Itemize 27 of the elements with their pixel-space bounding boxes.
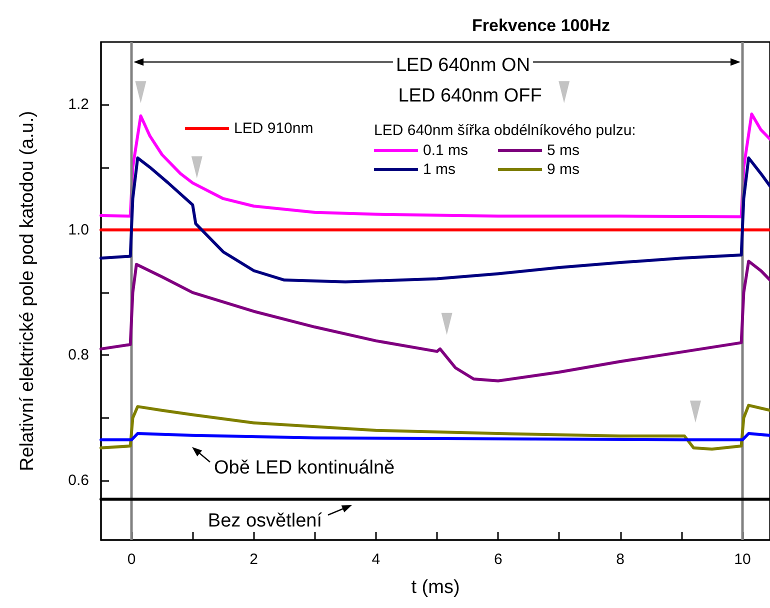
line-series xyxy=(100,404,770,451)
annotation: Bez osvětlení xyxy=(208,510,323,532)
legend-label: 9 ms xyxy=(547,161,580,178)
legend-label: 0.1 ms xyxy=(423,142,468,159)
x-tick-label: 8 xyxy=(616,551,624,568)
x-tick-label: 6 xyxy=(494,551,502,568)
y-tick-label: 0.8 xyxy=(68,346,89,364)
annotation: LED 640nm ON xyxy=(396,55,530,76)
x-tick-label: 10 xyxy=(734,551,751,568)
y-tick-label: 1.0 xyxy=(68,221,89,238)
y-axis-title: Relativní elektrické pole pod katodou (a.u.) xyxy=(17,110,38,472)
annotation: LED 640nm OFF xyxy=(398,86,542,106)
legend-title: LED 640nm šířka obdélníkového pulzu: xyxy=(374,122,636,139)
legend-label: 5 ms xyxy=(547,142,580,159)
line-series xyxy=(100,432,770,442)
line-series xyxy=(100,156,770,284)
line-series xyxy=(100,260,770,382)
y-tick-label: 1.2 xyxy=(68,96,89,114)
x-tick-label: 0 xyxy=(127,551,136,568)
annotation: Obě LED kontinuálně xyxy=(214,458,395,478)
x-tick-label: 2 xyxy=(250,551,258,568)
chart-title: Frekvence 100Hz xyxy=(472,16,610,35)
legend-label: LED 910nm xyxy=(234,120,314,137)
x-tick-label: 4 xyxy=(372,551,380,568)
x-axis-title: t (ms) xyxy=(411,577,460,598)
y-tick-label: 0.6 xyxy=(68,472,89,489)
legend-label: 1 ms xyxy=(423,161,456,178)
